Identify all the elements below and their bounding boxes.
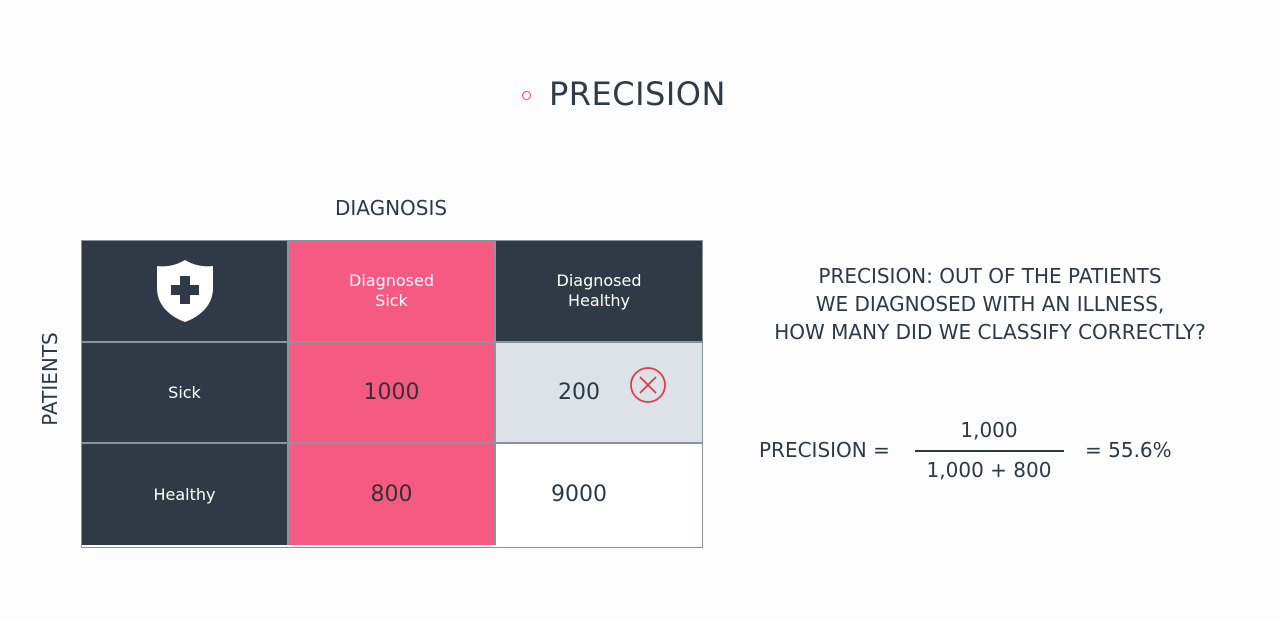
- row-label-sick-text: Sick: [168, 383, 201, 402]
- question-line-1: PRECISION: OUT OF THE PATIENTS: [818, 264, 1162, 288]
- title-row: PRECISION: [522, 72, 726, 116]
- header-diagnosed-healthy-line1: Diagnosed: [556, 271, 642, 290]
- formula-result: = 55.6%: [1085, 438, 1172, 462]
- row-label-healthy-text: Healthy: [153, 485, 216, 504]
- header-diagnosed-healthy-line2: Healthy: [567, 291, 630, 310]
- patients-label-text: PATIENTS: [38, 332, 62, 426]
- page-title: PRECISION: [549, 75, 726, 113]
- formula-numerator: 1,000: [960, 418, 1018, 442]
- cell-healthy-diagnosed-healthy: 9000: [496, 444, 702, 545]
- row-label-sick: Sick: [82, 343, 289, 444]
- patients-label: PATIENTS: [35, 332, 65, 426]
- formula-denominator: 1,000 + 800: [926, 458, 1052, 482]
- row-label-healthy: Healthy: [82, 444, 289, 545]
- cell-sick-diagnosed-healthy: 200: [496, 343, 702, 444]
- value-false-positive: 800: [370, 482, 413, 507]
- cell-healthy-diagnosed-sick: 800: [289, 444, 496, 545]
- corner-cell: [82, 241, 289, 343]
- header-diagnosed-sick-line2: Sick: [375, 291, 408, 310]
- header-diagnosed-sick-line1: Diagnosed: [349, 271, 434, 290]
- question-line-2: WE DIAGNOSED WITH AN ILLNESS,: [815, 292, 1165, 316]
- value-false-negative: 200: [558, 380, 600, 405]
- value-true-positive: 1000: [363, 380, 420, 405]
- formula-label: PRECISION =: [759, 438, 890, 462]
- cell-sick-diagnosed-sick: 1000: [289, 343, 496, 444]
- confusion-matrix: Diagnosed Sick Diagnosed Healthy Sick 10…: [81, 240, 703, 548]
- diagnosis-label: DIAGNOSIS: [334, 196, 448, 220]
- question-line-3: HOW MANY DID WE CLASSIFY CORRECTLY?: [774, 320, 1206, 344]
- fraction-line: [915, 450, 1064, 452]
- header-diagnosed-healthy: Diagnosed Healthy: [496, 241, 702, 343]
- x-circle-icon: [630, 367, 666, 403]
- value-true-negative: 9000: [551, 482, 607, 507]
- precision-question: PRECISION: OUT OF THE PATIENTS WE DIAGNO…: [740, 262, 1240, 346]
- bullet-icon: [522, 90, 531, 100]
- shield-plus-icon: [156, 260, 213, 322]
- header-diagnosed-sick: Diagnosed Sick: [289, 241, 496, 343]
